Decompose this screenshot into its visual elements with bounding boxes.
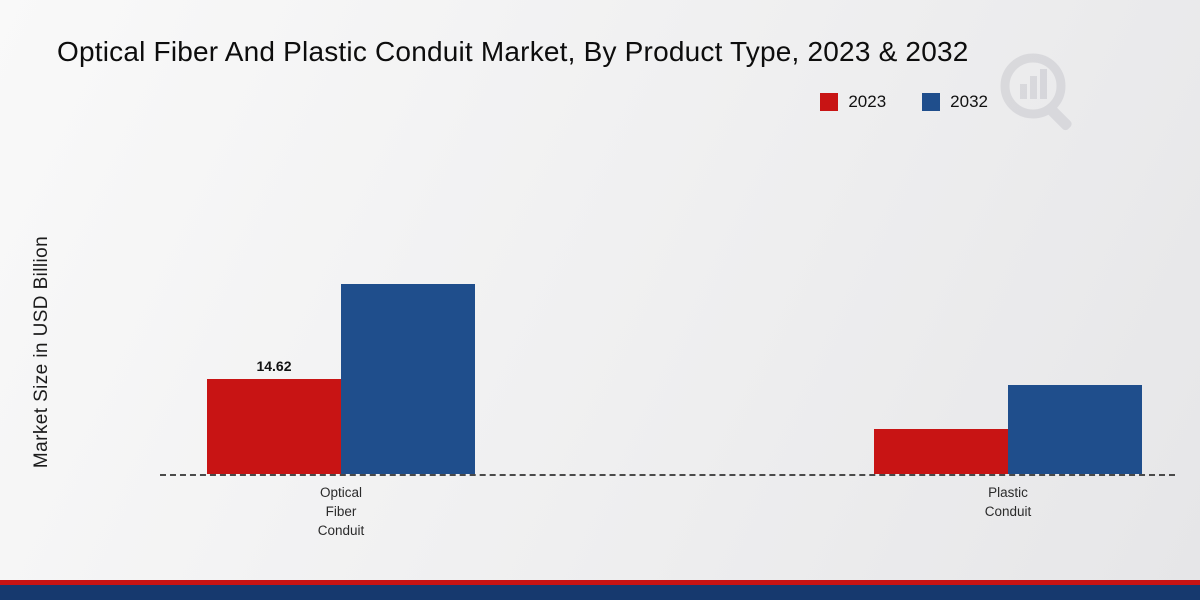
legend-swatch-2023: [820, 93, 839, 111]
legend-item-2032: 2032: [922, 92, 988, 112]
legend-label-2032: 2032: [950, 92, 988, 111]
chart-title: Optical Fiber And Plastic Conduit Market…: [57, 36, 969, 67]
category-label-plastic-conduit: Plastic Conduit: [984, 485, 1032, 519]
bar-group-plastic-conduit: [874, 154, 1142, 474]
category-label-optical-fiber-conduit: Optical Fiber Conduit: [317, 485, 365, 538]
bar-2023-plastic-conduit: [874, 429, 1008, 474]
watermark-logo-icon: [988, 48, 1098, 145]
footer-stripe-red: [0, 580, 1200, 585]
bar-group-optical-fiber-conduit: [207, 154, 475, 474]
legend-label-2023: 2023: [848, 92, 887, 111]
footer-stripe-navy: [0, 585, 1200, 600]
bar-2023-optical-fiber-conduit: [207, 379, 341, 474]
y-axis-label: Market Size in USD Billion: [31, 235, 52, 469]
legend: 2023 2032: [820, 92, 988, 112]
bar-2032-optical-fiber-conduit: [341, 284, 475, 474]
plot-area: Optical Fiber Conduit Plastic Conduit 14.6…: [160, 154, 1175, 538]
bar-value-label: 14.62: [256, 358, 292, 374]
bar-2032-plastic-conduit: [1008, 385, 1142, 474]
legend-item-2023: 2023: [820, 92, 886, 112]
legend-swatch-2032: [922, 93, 941, 111]
